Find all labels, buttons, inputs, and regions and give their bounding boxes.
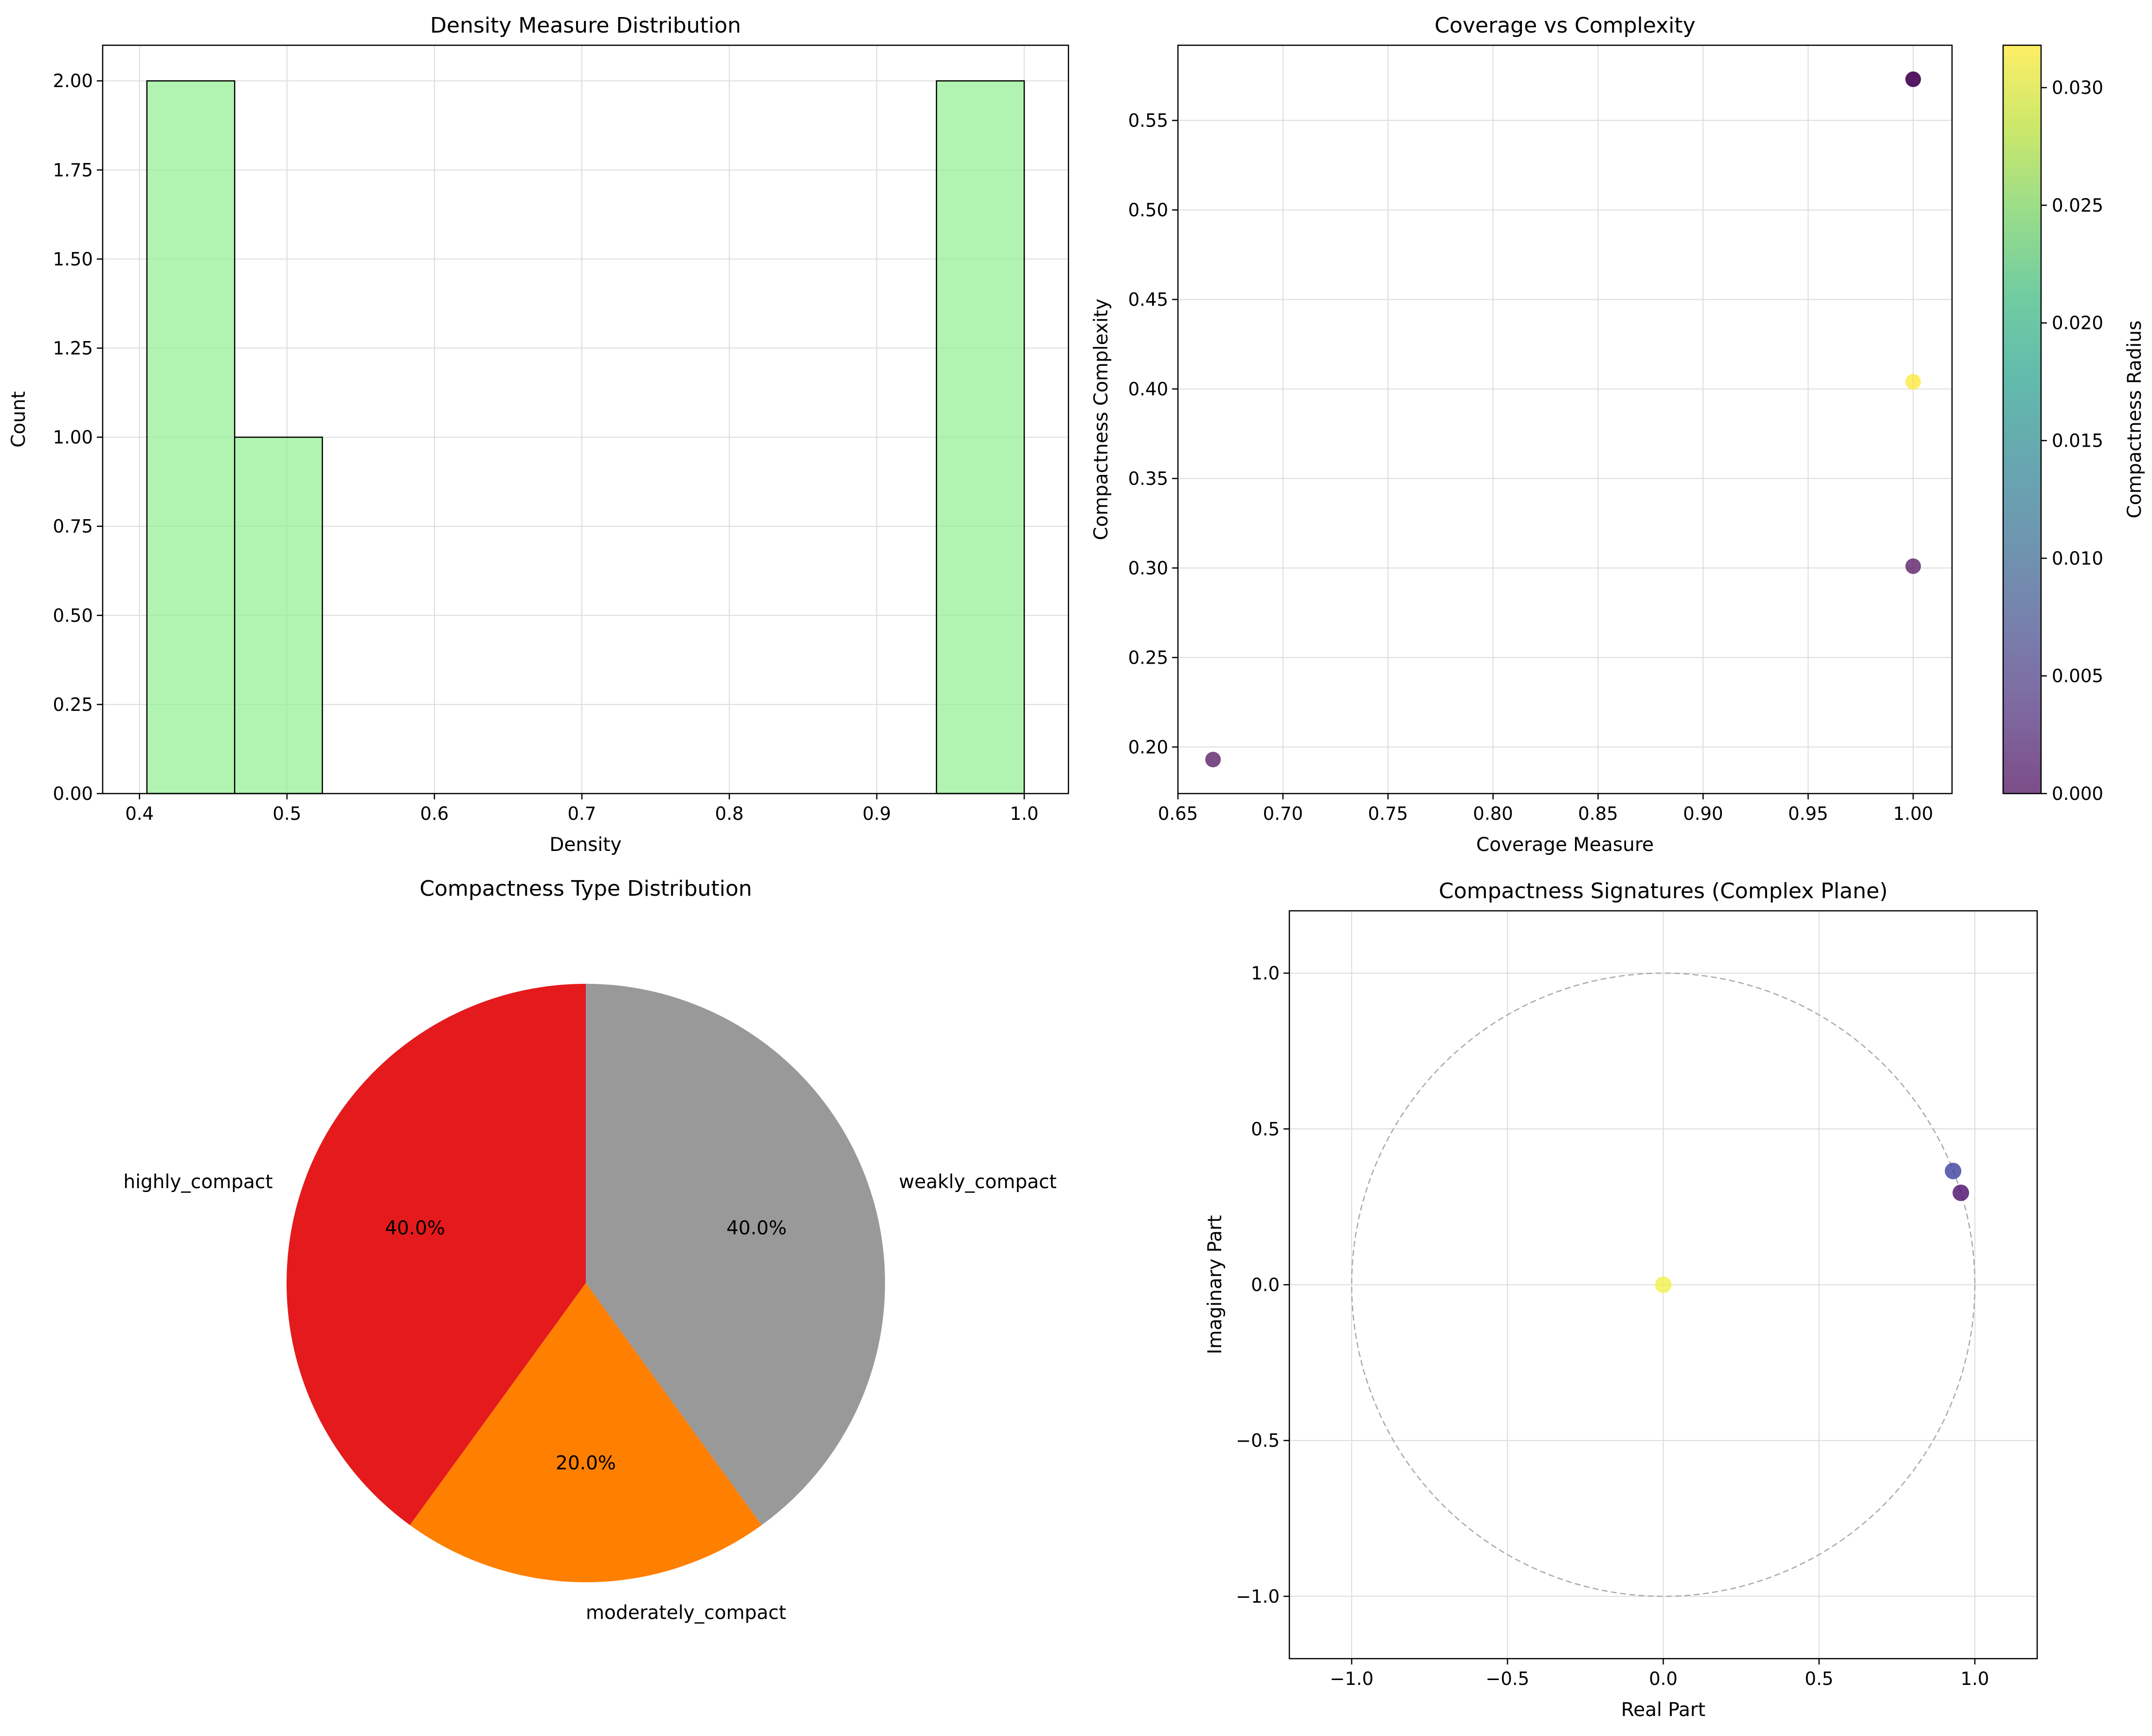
y-tick-label: 0.50: [53, 605, 93, 626]
x-tick-label: 1.0: [1010, 803, 1039, 824]
y-axis-label: Count: [8, 391, 30, 448]
x-tick-label: 0.4: [125, 803, 154, 824]
y-tick-label: 0.45: [1128, 289, 1168, 310]
x-tick-label: 0.95: [1788, 803, 1828, 824]
scatter-point: [1655, 1276, 1672, 1293]
x-tick-label: 0.7: [568, 803, 597, 824]
x-tick-label: −0.5: [1485, 1668, 1529, 1689]
colorbar-label: Compactness Radius: [2124, 321, 2146, 519]
x-tick-label: 0.75: [1368, 803, 1408, 824]
x-tick-label: 0.90: [1683, 803, 1723, 824]
y-tick-label: 0.50: [1128, 200, 1168, 221]
scatter-point: [1953, 1184, 1970, 1201]
unit-circle: [1351, 972, 1976, 1597]
y-tick-label: 0.55: [1128, 110, 1168, 131]
x-tick-label: −1.0: [1330, 1668, 1374, 1689]
y-axis-label: Compactness Complexity: [1090, 299, 1112, 541]
pie-percent-label: 40.0%: [385, 1217, 445, 1239]
y-tick-label: 0.20: [1128, 737, 1168, 758]
y-tick-label: 0.25: [1128, 647, 1168, 668]
x-tick-label: 0.70: [1263, 803, 1303, 824]
y-tick-label: 1.50: [53, 249, 93, 270]
x-tick-label: 0.5: [272, 803, 301, 824]
x-axis-label: Density: [549, 834, 621, 856]
scatter-point: [1905, 71, 1921, 87]
y-tick-label: 0.40: [1128, 379, 1168, 399]
chart-title: Compactness Type Distribution: [419, 876, 752, 901]
chart-title: Coverage vs Complexity: [1434, 13, 1695, 38]
colorbar-tick-label: 0.005: [2052, 666, 2103, 687]
colorbar: [2003, 45, 2041, 794]
chart-title: Density Measure Distribution: [430, 13, 741, 38]
histogram-bar: [146, 80, 235, 795]
y-tick-label: 0.75: [53, 516, 93, 537]
x-tick-label: 0.5: [1805, 1668, 1833, 1689]
plot-frame: [1177, 44, 1953, 795]
x-tick-label: 0.6: [420, 803, 449, 824]
colorbar-tick-label: 0.010: [2052, 548, 2103, 569]
colorbar-frame: [2002, 44, 2042, 795]
plot-frame: [102, 44, 1069, 795]
pie-slice-weakly_compact: [586, 984, 885, 1525]
x-tick-label: 1.00: [1893, 803, 1933, 824]
histogram-bar: [234, 436, 323, 795]
colorbar-tick-label: 0.000: [2052, 783, 2103, 804]
y-tick-label: 0.30: [1128, 558, 1168, 579]
histogram-bar: [936, 80, 1025, 795]
y-tick-label: 1.25: [53, 338, 93, 359]
pie-label: highly_compact: [123, 1171, 272, 1193]
chart-title: Compactness Signatures (Complex Plane): [1439, 879, 1888, 904]
x-tick-label: 0.65: [1158, 803, 1198, 824]
y-tick-label: 0.5: [1251, 1119, 1280, 1139]
y-tick-label: −0.5: [1236, 1430, 1280, 1451]
plot-frame: [1288, 910, 2038, 1660]
x-tick-label: 0.85: [1578, 803, 1618, 824]
pie-percent-label: 20.0%: [556, 1452, 616, 1474]
y-axis-label: Imaginary Part: [1204, 1215, 1226, 1354]
colorbar-tick-label: 0.020: [2052, 313, 2103, 334]
y-tick-label: 0.25: [53, 694, 93, 715]
y-tick-label: 0.0: [1251, 1275, 1280, 1296]
colorbar-tick-label: 0.025: [2052, 195, 2103, 216]
x-tick-label: 0.9: [863, 803, 891, 824]
x-tick-label: 0.8: [715, 803, 744, 824]
x-axis-label: Coverage Measure: [1476, 834, 1654, 856]
x-tick-label: 1.0: [1960, 1668, 1989, 1689]
y-tick-label: 0.35: [1128, 468, 1168, 489]
y-tick-label: 1.00: [53, 427, 93, 448]
y-tick-label: 0.00: [53, 783, 93, 804]
pie-label: weakly_compact: [899, 1171, 1056, 1193]
y-tick-label: 2.00: [53, 71, 93, 91]
pie-label: moderately_compact: [586, 1602, 786, 1624]
scatter-point: [1905, 374, 1921, 390]
scatter-point: [1205, 752, 1221, 768]
pie-slice-moderately_compact: [410, 1283, 762, 1582]
scatter-point: [1905, 558, 1921, 574]
x-tick-label: 0.0: [1649, 1668, 1678, 1689]
y-tick-label: 1.0: [1251, 963, 1280, 984]
colorbar-tick-label: 0.030: [2052, 77, 2103, 98]
y-tick-label: 1.75: [53, 160, 93, 181]
pie-percent-label: 40.0%: [726, 1217, 787, 1239]
y-tick-label: −1.0: [1236, 1586, 1280, 1607]
pie-slice-highly_compact: [287, 984, 586, 1525]
colorbar-tick-label: 0.015: [2052, 431, 2103, 452]
x-axis-label: Real Part: [1621, 1699, 1705, 1721]
scatter-point: [1945, 1162, 1962, 1179]
x-tick-label: 0.80: [1473, 803, 1513, 824]
